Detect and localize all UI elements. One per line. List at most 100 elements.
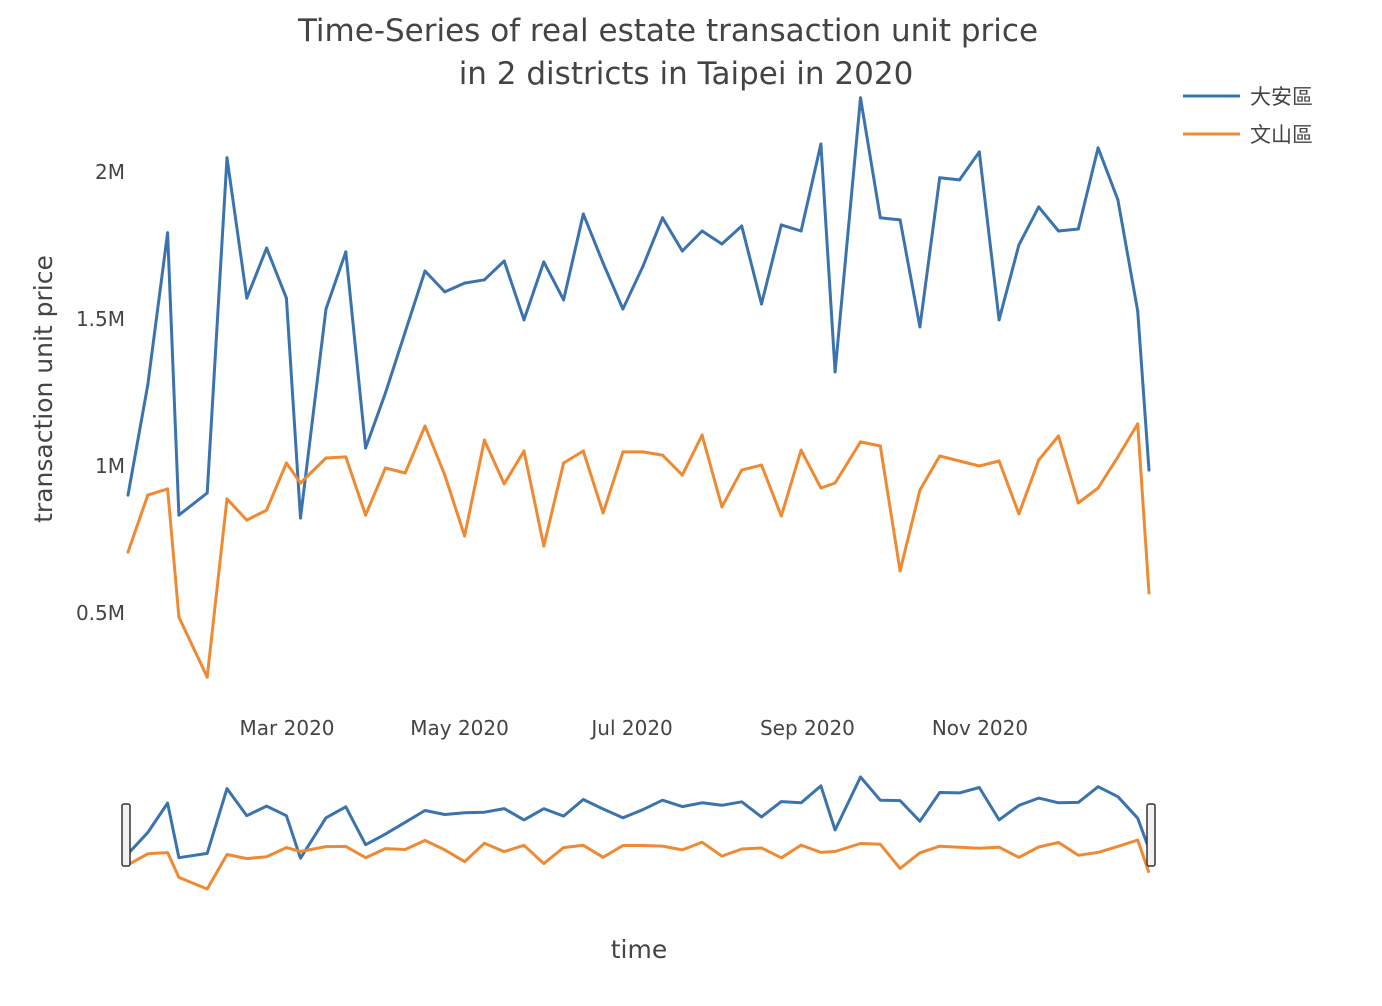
data-point[interactable] <box>1096 486 1100 490</box>
data-point[interactable] <box>1136 309 1140 313</box>
data-point[interactable] <box>324 456 328 460</box>
data-point[interactable] <box>205 675 209 679</box>
data-point[interactable] <box>364 446 368 450</box>
data-point[interactable] <box>720 505 724 509</box>
data-point[interactable] <box>542 544 546 548</box>
data-point[interactable] <box>700 229 704 233</box>
data-point[interactable] <box>265 508 269 512</box>
data-point[interactable] <box>463 534 467 538</box>
data-point[interactable] <box>1017 512 1021 516</box>
data-point[interactable] <box>700 433 704 437</box>
data-point[interactable] <box>898 218 902 222</box>
data-point[interactable] <box>1037 458 1041 462</box>
data-point[interactable] <box>1136 422 1140 426</box>
range-slider-left-handle[interactable] <box>121 803 131 867</box>
data-point[interactable] <box>443 473 447 477</box>
data-point[interactable] <box>166 231 170 235</box>
data-point[interactable] <box>1096 146 1100 150</box>
data-point[interactable] <box>344 455 348 459</box>
data-point[interactable] <box>502 259 506 263</box>
data-point[interactable] <box>146 383 150 387</box>
data-point[interactable] <box>1017 243 1021 247</box>
data-point[interactable] <box>958 178 962 182</box>
data-point[interactable] <box>799 448 803 452</box>
data-point[interactable] <box>1056 229 1060 233</box>
data-point[interactable] <box>581 449 585 453</box>
data-point[interactable] <box>245 296 249 300</box>
data-point[interactable] <box>1056 434 1060 438</box>
data-point[interactable] <box>423 269 427 273</box>
data-point[interactable] <box>1147 591 1151 595</box>
data-point[interactable] <box>680 473 684 477</box>
data-point[interactable] <box>997 459 1001 463</box>
plot-area[interactable] <box>126 96 1151 679</box>
data-point[interactable] <box>126 493 130 497</box>
data-point[interactable] <box>146 493 150 497</box>
data-point[interactable] <box>126 550 130 554</box>
data-point[interactable] <box>938 176 942 180</box>
data-point[interactable] <box>299 516 303 520</box>
data-point[interactable] <box>463 281 467 285</box>
data-point[interactable] <box>958 459 962 463</box>
range-slider-right-handle[interactable] <box>1146 803 1156 867</box>
data-point[interactable] <box>562 461 566 465</box>
data-point[interactable] <box>819 486 823 490</box>
data-point[interactable] <box>641 450 645 454</box>
data-point[interactable] <box>522 318 526 322</box>
data-point[interactable] <box>482 438 486 442</box>
data-point[interactable] <box>423 424 427 428</box>
data-point[interactable] <box>1116 455 1120 459</box>
legend-item[interactable]: 大安區 <box>1183 85 1313 109</box>
data-point[interactable] <box>324 307 328 311</box>
data-point[interactable] <box>760 463 764 467</box>
data-point[interactable] <box>265 246 269 250</box>
data-point[interactable] <box>1147 468 1151 472</box>
data-point[interactable] <box>403 330 407 334</box>
data-point[interactable] <box>977 464 981 468</box>
data-point[interactable] <box>859 440 863 444</box>
data-point[interactable] <box>878 444 882 448</box>
data-point[interactable] <box>661 216 665 220</box>
data-point[interactable] <box>1076 501 1080 505</box>
data-point[interactable] <box>779 223 783 227</box>
data-point[interactable] <box>1116 198 1120 202</box>
data-point[interactable] <box>680 249 684 253</box>
data-point[interactable] <box>799 229 803 233</box>
data-point[interactable] <box>898 569 902 573</box>
data-point[interactable] <box>1076 227 1080 231</box>
data-point[interactable] <box>601 511 605 515</box>
data-point[interactable] <box>245 518 249 522</box>
data-point[interactable] <box>383 466 387 470</box>
data-point[interactable] <box>833 370 837 374</box>
legend-item[interactable]: 文山區 <box>1183 123 1313 147</box>
data-point[interactable] <box>225 156 229 160</box>
data-point[interactable] <box>977 150 981 154</box>
data-point[interactable] <box>740 468 744 472</box>
range-slider[interactable] <box>121 775 1156 891</box>
data-point[interactable] <box>177 513 181 517</box>
data-point[interactable] <box>542 260 546 264</box>
data-point[interactable] <box>502 482 506 486</box>
data-point[interactable] <box>720 242 724 246</box>
data-point[interactable] <box>601 261 605 265</box>
data-point[interactable] <box>918 325 922 329</box>
data-point[interactable] <box>621 307 625 311</box>
data-point[interactable] <box>284 296 288 300</box>
data-point[interactable] <box>878 216 882 220</box>
data-point[interactable] <box>661 453 665 457</box>
data-point[interactable] <box>760 302 764 306</box>
data-point[interactable] <box>621 450 625 454</box>
data-point[interactable] <box>403 471 407 475</box>
data-point[interactable] <box>482 278 486 282</box>
data-point[interactable] <box>997 318 1001 322</box>
data-point[interactable] <box>819 142 823 146</box>
data-point[interactable] <box>443 290 447 294</box>
data-point[interactable] <box>177 615 181 619</box>
data-point[interactable] <box>205 491 209 495</box>
data-point[interactable] <box>383 391 387 395</box>
data-point[interactable] <box>166 487 170 491</box>
data-point[interactable] <box>522 449 526 453</box>
data-point[interactable] <box>859 96 863 100</box>
data-point[interactable] <box>779 514 783 518</box>
data-point[interactable] <box>581 212 585 216</box>
